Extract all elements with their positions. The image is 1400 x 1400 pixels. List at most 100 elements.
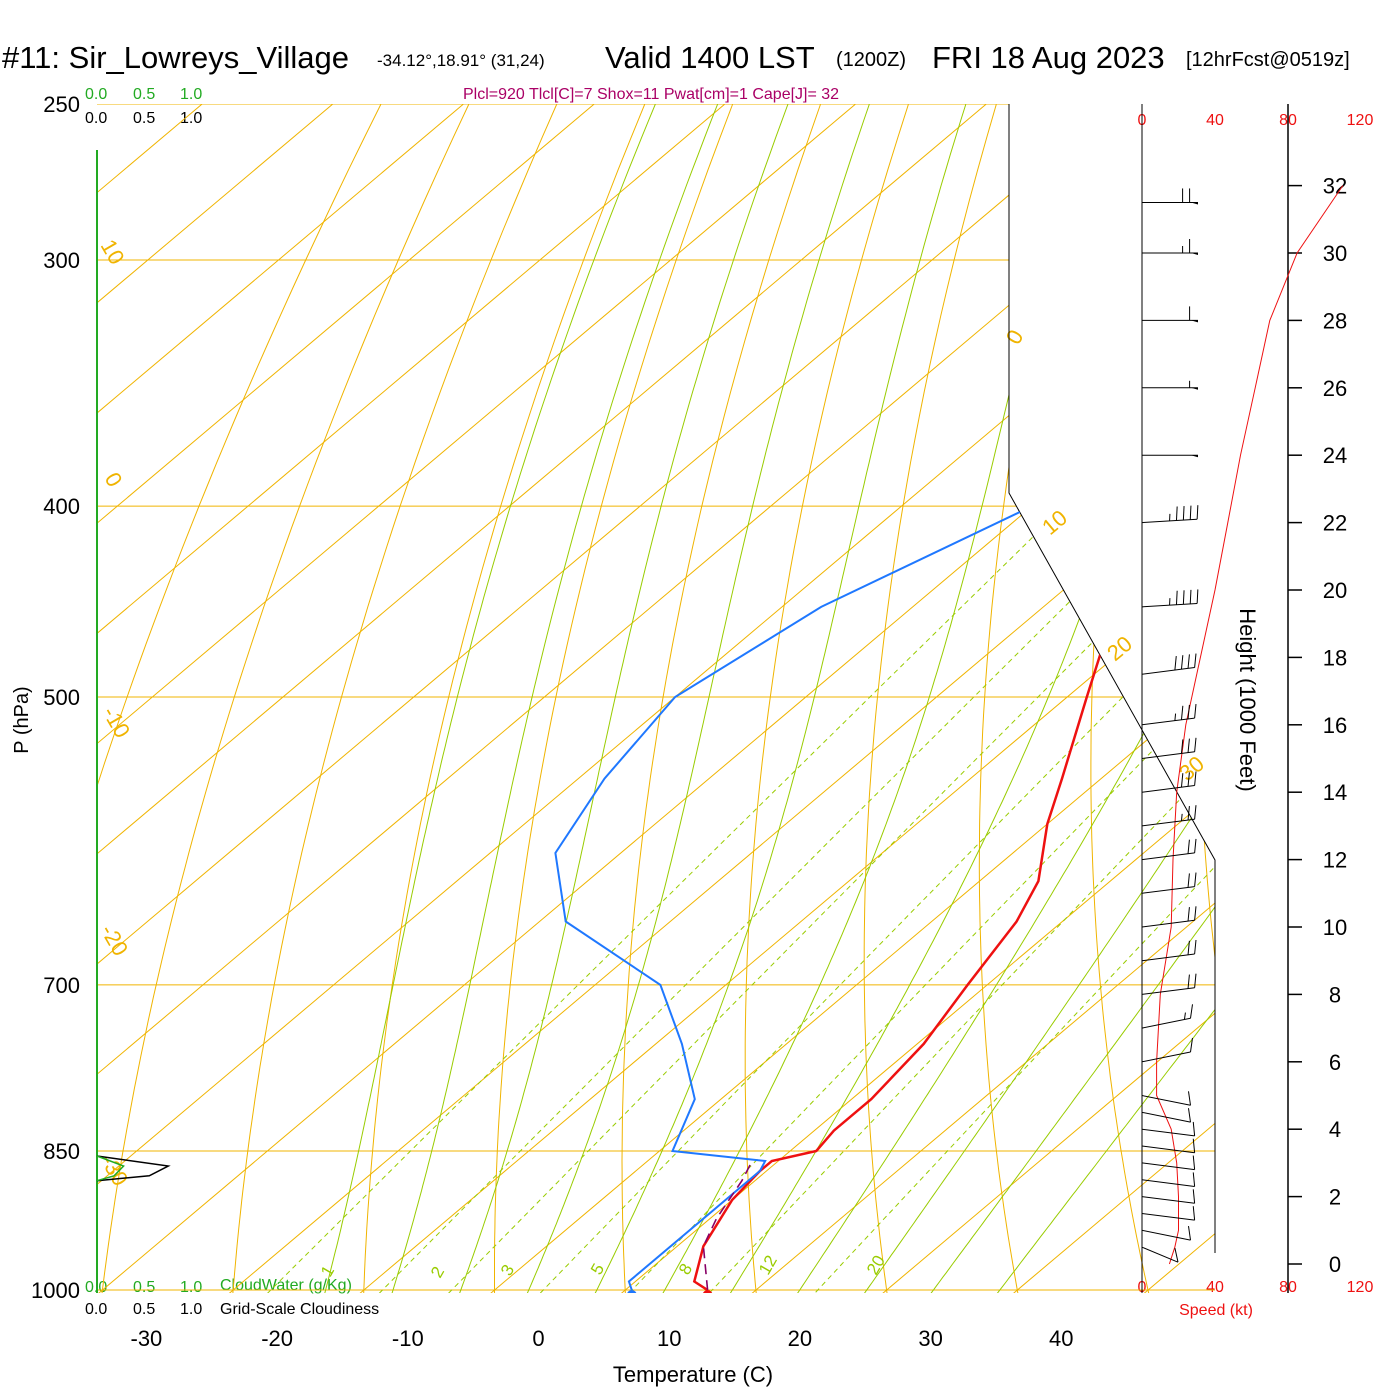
wind-barb — [1141, 1246, 1179, 1263]
isotherm-label: 10 — [96, 235, 130, 269]
wind-barb-flag — [1191, 455, 1198, 458]
x-tick-label: 40 — [1049, 1326, 1073, 1351]
wind-barb — [1141, 1108, 1191, 1123]
wind-barb-feather — [1187, 738, 1190, 753]
wind-barb-staff — [1141, 1246, 1179, 1263]
wind-barb — [1141, 1189, 1196, 1204]
x-tick-label: 20 — [788, 1326, 812, 1351]
dry-adiabat-line — [1304, 69, 1400, 1372]
wind-barb — [1141, 1206, 1196, 1221]
wind-barb-staff — [1141, 717, 1195, 726]
wind-barb-feather — [1174, 1248, 1179, 1263]
wind-barb-staff — [1141, 953, 1195, 962]
isotherm-line — [97, 104, 375, 1293]
wind-barb-staff — [1141, 1095, 1191, 1106]
x-tick-label: -20 — [261, 1326, 293, 1351]
isotherm-line — [97, 104, 506, 1293]
cloudiness-tick: 0.0 — [85, 1301, 107, 1318]
wind-barb — [1141, 1121, 1196, 1137]
cloudiness-tick: 1.0 — [180, 1301, 202, 1318]
wind-barb-staff — [1141, 987, 1195, 995]
height-tick-label: 24 — [1323, 443, 1347, 468]
moist-adiabat-line — [640, 104, 1089, 1293]
wind-barb — [1141, 505, 1199, 524]
pressure-tick-label: 500 — [43, 685, 80, 710]
wind-barb — [1141, 1004, 1193, 1029]
cloudiness-scale-bottom: 0.0 0.5 1.0 Grid-Scale Cloudiness — [85, 1301, 379, 1318]
wind-barb-feather — [1194, 704, 1197, 719]
cloudiness-label: Grid-Scale Cloudiness — [220, 1301, 379, 1318]
speed-tick: 40 — [1206, 1279, 1224, 1296]
mixing-ratio-label: 3 — [497, 1261, 518, 1279]
isotherm-label: 20 — [1102, 631, 1137, 666]
wind-barb-feather — [1196, 505, 1199, 520]
wind-barb-feather — [1180, 705, 1184, 720]
moist-adiabat-line — [575, 104, 972, 1293]
isotherm-line — [97, 104, 1215, 1293]
wind-barb — [1141, 653, 1197, 675]
zulu-time: (1200Z) — [836, 49, 906, 71]
wind-barb-feather — [1189, 505, 1192, 520]
wind-barb-feather — [1192, 1172, 1196, 1187]
isotherm-line — [97, 104, 1215, 1293]
wind-barb-feather — [1182, 506, 1185, 521]
parcel-line — [702, 1160, 753, 1291]
wind-barb-half-feather — [1180, 813, 1183, 821]
wind-barb — [1141, 1091, 1191, 1106]
mixing-ratio-line — [502, 505, 1215, 1293]
wind-barb — [1141, 906, 1197, 928]
isotherm-line — [97, 104, 636, 1293]
wind-barb-flag — [1191, 387, 1198, 390]
cloudwater-tick: 1.0 — [180, 86, 202, 103]
moist-adiabat-line — [313, 104, 664, 1293]
mixing-ratio-label: 2 — [427, 1263, 448, 1281]
moist-adiabat-line — [509, 104, 876, 1293]
moist-adiabat-line — [444, 104, 795, 1293]
wind-barb-flag — [1191, 253, 1198, 255]
wind-barb-staff — [1141, 785, 1195, 793]
wind-barb-staff — [1141, 818, 1195, 827]
wind-barb-feather — [1187, 873, 1190, 888]
cloudwater-scale-bottom: 0.0 0.5 1.0 CloudWater (g/Kg) — [85, 1277, 352, 1296]
valid-time: Valid 1400 LST — [605, 40, 815, 75]
wind-barb-feather — [1180, 739, 1184, 754]
wind-barb-feather — [1188, 1108, 1191, 1123]
wind-barb-staff — [1141, 667, 1195, 675]
y-axis-label: P (hPa) — [11, 686, 33, 753]
height-tick-label: 0 — [1329, 1252, 1341, 1277]
wind-barb-feather — [1187, 772, 1190, 787]
cloud-profiles — [96, 1155, 171, 1182]
wind-barb-feather — [1180, 773, 1184, 788]
forecast-date: FRI 18 Aug 2023 — [932, 40, 1165, 75]
wind-barb-staff — [1141, 1229, 1191, 1241]
isotherm-label: 0 — [100, 468, 128, 491]
pressure-tick-label: 1000 — [31, 1278, 80, 1303]
wind-barb — [1141, 872, 1197, 894]
pressure-tick-label: 400 — [43, 494, 80, 519]
wind-barb — [1142, 306, 1198, 323]
x-tick-label: -10 — [392, 1326, 424, 1351]
mixing-ratio-line — [228, 505, 1065, 1293]
isotherm-label: -20 — [96, 920, 134, 960]
wind-barb — [1141, 939, 1197, 962]
x-tick-label: 0 — [532, 1326, 544, 1351]
wind-barb-feather — [1188, 1091, 1191, 1106]
wind-barb-staff — [1141, 1179, 1195, 1187]
isotherm-label: 30 — [1174, 751, 1209, 786]
wind-barb-feather — [1194, 737, 1197, 752]
dry-adiabat-line — [744, 104, 921, 1293]
pressure-tick-label: 250 — [43, 92, 80, 117]
wind-barb-staff — [1141, 1051, 1191, 1063]
wind-barb-staff — [1141, 1145, 1195, 1154]
cloudwater-tick: 0.5 — [133, 86, 155, 103]
isotherm-line — [97, 104, 1159, 1293]
wind-barb — [1141, 771, 1197, 793]
moist-adiabat-line — [967, 104, 1215, 1293]
height-tick-label: 20 — [1323, 578, 1347, 603]
wind-barb-feather — [1175, 506, 1178, 521]
height-tick-label: 2 — [1329, 1185, 1341, 1210]
wind-barb-feather — [1194, 805, 1197, 820]
